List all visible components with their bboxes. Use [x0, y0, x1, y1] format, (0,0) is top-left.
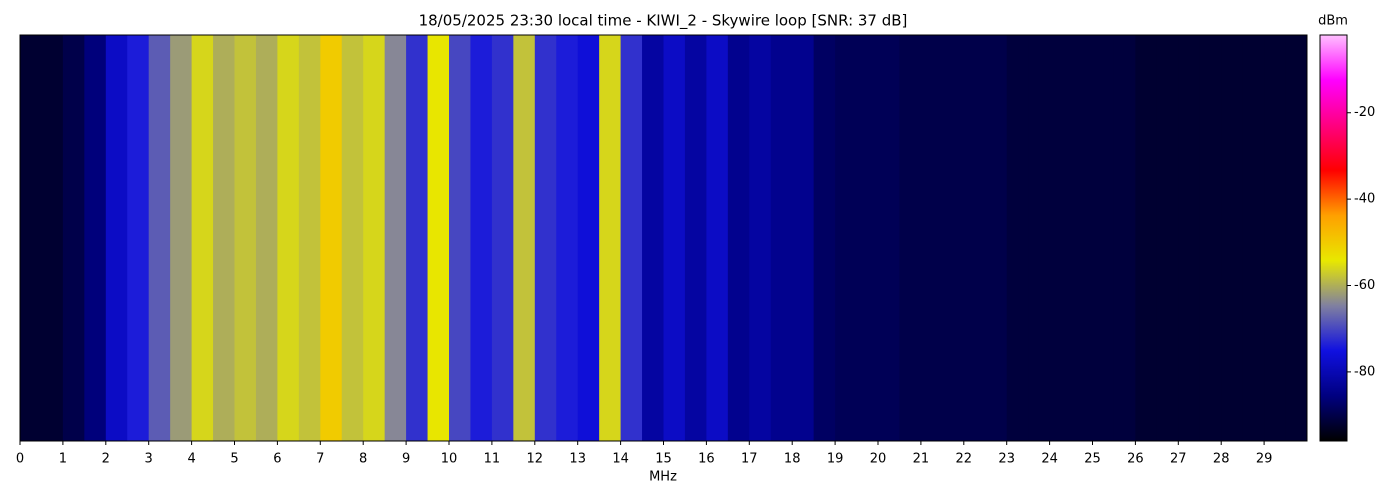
- heat-cell: [577, 35, 600, 441]
- heat-cell: [706, 35, 729, 441]
- x-tick-label: 22: [956, 452, 973, 467]
- colorbar: [1319, 34, 1348, 442]
- heat-cell: [277, 35, 300, 441]
- heat-cell: [427, 35, 450, 441]
- x-axis-label: MHz: [649, 470, 677, 485]
- heat-cell: [341, 35, 364, 441]
- heat-cell: [1199, 35, 1222, 441]
- heat-cell: [1113, 35, 1136, 441]
- heat-cell: [727, 35, 750, 441]
- heat-cell: [920, 35, 943, 441]
- x-tick-label: 5: [230, 452, 238, 467]
- heat-cell: [20, 35, 42, 441]
- heat-cell: [234, 35, 257, 441]
- heat-cell: [620, 35, 643, 441]
- x-tick-label: 26: [1127, 452, 1144, 467]
- heat-cell: [470, 35, 493, 441]
- x-tick-label: 24: [1041, 452, 1058, 467]
- heat-cell: [384, 35, 407, 441]
- heat-cell: [1071, 35, 1093, 441]
- heat-cell: [62, 35, 85, 441]
- heat-cell: [406, 35, 429, 441]
- heat-cell: [84, 35, 107, 441]
- heat-cell: [1242, 35, 1265, 441]
- heat-cell: [1285, 35, 1308, 441]
- heat-cell: [1049, 35, 1072, 441]
- heat-cell: [170, 35, 193, 441]
- heat-cell: [513, 35, 536, 441]
- x-tick-label: 28: [1213, 452, 1230, 467]
- heat-cell: [213, 35, 235, 441]
- x-tick-label: 6: [273, 452, 281, 467]
- heat-cell: [127, 35, 150, 441]
- x-tick-label: 25: [1084, 452, 1101, 467]
- colorbar-tick-label: -60: [1354, 278, 1375, 293]
- heat-cell: [835, 35, 858, 441]
- x-tick-label: 4: [187, 452, 195, 467]
- x-tick-label: 21: [913, 452, 930, 467]
- heat-cell: [985, 35, 1008, 441]
- x-tick-label: 20: [870, 452, 887, 467]
- x-tick-label: 9: [402, 452, 410, 467]
- x-tick-label: 13: [569, 452, 586, 467]
- colorbar-label: dBm: [1318, 14, 1348, 29]
- heat-cell: [642, 35, 664, 441]
- x-tick-label: 11: [484, 452, 501, 467]
- heat-cell: [255, 35, 278, 441]
- heat-cell: [105, 35, 128, 441]
- heat-cell: [899, 35, 922, 441]
- heat-cell: [1028, 35, 1051, 441]
- heat-cell: [770, 35, 793, 441]
- x-tick-label: 16: [698, 452, 715, 467]
- heat-cell: [663, 35, 686, 441]
- heat-cell: [684, 35, 707, 441]
- heat-cell: [1178, 35, 1201, 441]
- x-tick-label: 12: [527, 452, 544, 467]
- heat-cell: [878, 35, 900, 441]
- x-tick-label: 23: [998, 452, 1015, 467]
- heat-cell: [1135, 35, 1158, 441]
- heat-cell: [1221, 35, 1244, 441]
- x-tick-label: 19: [827, 452, 844, 467]
- heat-cell: [148, 35, 171, 441]
- heat-cell: [1092, 35, 1115, 441]
- x-tick-label: 1: [59, 452, 67, 467]
- chart-title: 18/05/2025 23:30 local time - KIWI_2 - S…: [419, 12, 908, 31]
- x-tick-label: 15: [655, 452, 672, 467]
- heat-cell: [856, 35, 879, 441]
- heat-cell: [749, 35, 772, 441]
- heat-cell: [792, 35, 815, 441]
- x-tick-label: 10: [441, 452, 458, 467]
- x-tick-label: 14: [612, 452, 629, 467]
- x-tick-label: 0: [16, 452, 24, 467]
- colorbar-tick-label: -20: [1354, 105, 1375, 120]
- colorbar-tick-label: -80: [1354, 364, 1375, 379]
- heat-cell: [1156, 35, 1179, 441]
- x-tick-label: 8: [359, 452, 367, 467]
- heat-cell: [41, 35, 64, 441]
- heat-cell: [363, 35, 386, 441]
- colorbar-tick-label: -40: [1354, 192, 1375, 207]
- heat-cell: [534, 35, 557, 441]
- heat-cell: [320, 35, 343, 441]
- heat-cell: [942, 35, 965, 441]
- x-tick-label: 29: [1256, 452, 1273, 467]
- heat-cell: [599, 35, 622, 441]
- x-tick-label: 7: [316, 452, 324, 467]
- x-tick-label: 3: [145, 452, 153, 467]
- heat-cell: [963, 35, 986, 441]
- x-tick-label: 18: [784, 452, 801, 467]
- x-tick-label: 2: [102, 452, 110, 467]
- heat-cell: [1264, 35, 1287, 441]
- heat-cell: [556, 35, 579, 441]
- heat-cell: [1006, 35, 1029, 441]
- heat-cell: [449, 35, 471, 441]
- x-tick-label: 17: [741, 452, 758, 467]
- heat-cell: [298, 35, 321, 441]
- heat-cell: [191, 35, 214, 441]
- heat-cell: [813, 35, 836, 441]
- heat-cell: [491, 35, 514, 441]
- x-tick-label: 27: [1170, 452, 1187, 467]
